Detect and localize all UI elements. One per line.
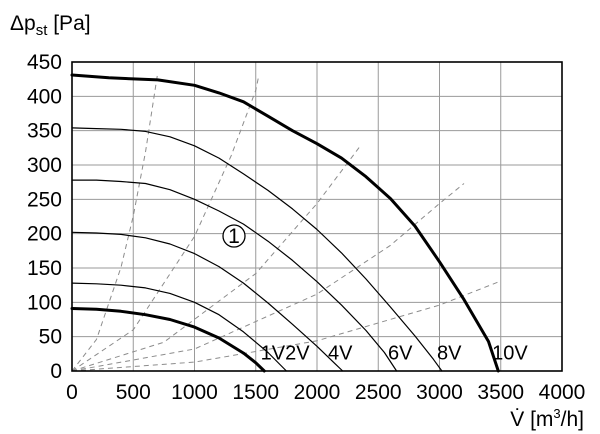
axis-ticks: 0 50 100 150 200 250 300 350 400 450 0 500 1000 1500 2…: [27, 51, 585, 404]
y-tick-label: 150: [27, 257, 62, 280]
curve-labels: 1V 2V 4V 6V 8V 10V: [261, 342, 529, 364]
y-tick-label: 100: [27, 291, 62, 314]
y-axis-label: Δpst [Pa]: [10, 12, 91, 39]
y-tick-label: 450: [27, 51, 62, 74]
curve-label-2v: 2V: [285, 342, 310, 364]
grid: [72, 62, 562, 371]
fan-curve-8v: [71, 127, 443, 372]
system-curve: [71, 72, 159, 372]
x-tick-label: 2000: [294, 381, 341, 404]
y-tick-label: 200: [27, 223, 62, 246]
curve-label-8v: 8V: [437, 342, 462, 364]
system-curves: [71, 72, 501, 372]
y-tick-label: 50: [39, 326, 62, 349]
system-curve: [71, 146, 361, 372]
fan-curve-1v: [70, 307, 266, 373]
system-curve: [71, 78, 259, 372]
x-tick-label: 1500: [232, 381, 279, 404]
plot-frame: [71, 61, 563, 372]
system-curve: [71, 280, 501, 372]
fan-curves: [70, 73, 500, 373]
fan-curve-4v: [71, 231, 344, 372]
x-tick-label: 2500: [355, 381, 402, 404]
marker-label: 1: [228, 225, 240, 248]
curve-marker: 1: [222, 224, 246, 248]
x-tick-label: 500: [116, 381, 151, 404]
y-tick-label: 0: [50, 360, 62, 383]
x-tick-label: 3500: [477, 381, 524, 404]
system-curve: [71, 183, 465, 372]
x-tick-label: 0: [66, 381, 78, 404]
curve-label-4v: 4V: [328, 342, 353, 364]
curve-label-6v: 6V: [388, 342, 413, 364]
y-tick-label: 350: [27, 120, 62, 143]
x-tick-label: 4000: [539, 381, 586, 404]
marker-circle: [222, 224, 246, 248]
curve-label-10v: 10V: [492, 342, 528, 364]
y-tick-label: 300: [27, 154, 62, 177]
x-tick-label: 1000: [171, 381, 218, 404]
x-tick-label: 3000: [416, 381, 463, 404]
fan-curve-2v: [71, 282, 287, 372]
y-tick-label: 250: [27, 188, 62, 211]
curve-label-1v: 1V: [261, 342, 286, 364]
y-tick-label: 400: [27, 85, 62, 108]
fan-curve-10v: [70, 73, 500, 373]
fan-curve-6v: [71, 179, 398, 372]
x-axis-label: V̇ [m3/h]: [510, 406, 584, 431]
